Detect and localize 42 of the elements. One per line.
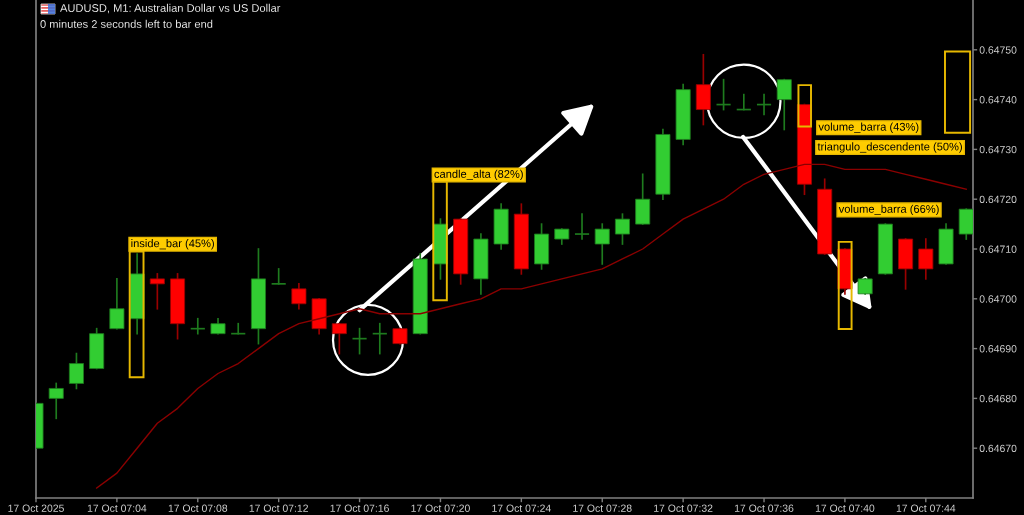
candlestick [109,278,125,330]
annotation: triangulo_descendente (50%) [817,142,962,153]
x-tick-label: 17 Oct 2025 [8,504,64,512]
y-tick-label: 0.64730 [979,145,1017,154]
candlestick [149,273,165,310]
candlestick [291,283,307,310]
candlestick [331,322,347,355]
y-tick-label: 0.64720 [979,195,1017,204]
x-tick-label: 17 Oct 07:28 [573,504,632,512]
candlestick [918,238,934,280]
x-tick-label: 17 Oct 07:36 [735,504,794,512]
x-tick-label: 17 Oct 07:32 [654,504,713,512]
x-tick-label: 17 Oct 07:12 [249,504,308,512]
candlestick [574,213,590,240]
chart-title: AUDUSD, M1: Australian Dollar vs US Dollar [60,3,281,14]
y-tick-label: 0.64690 [979,345,1017,353]
annotation: candle_alta (82%) [434,169,523,181]
y-tick-label: 0.64710 [979,245,1017,253]
annotation: inside_bar (45%) [131,239,214,250]
y-tick-label: 0.64740 [979,96,1017,104]
y-tick-label: 0.64670 [979,444,1017,453]
candlestick [594,223,610,265]
y-tick-label: 0.64750 [979,46,1017,54]
x-tick-label: 17 Oct 07:40 [815,504,875,512]
candlestick [68,352,84,390]
y-tick-label: 0.64700 [979,295,1017,303]
x-tick-label: 17 Oct 07:16 [330,504,389,512]
line-series [95,163,967,489]
x-tick-label: 17 Oct 07:20 [411,504,470,512]
candlestick [189,317,206,335]
candlestick [614,213,630,245]
x-tick-label: 17 Oct 07:24 [492,504,551,512]
x-tick-label: 17 Oct 07:08 [168,504,228,512]
x-tick-label: 17 Oct 07:44 [896,504,956,512]
annotation: volume_barra (43%) [818,122,919,133]
annotation: volume_barra (66%) [838,204,939,216]
text: 0 minutes 2 seconds left to bar end [40,19,213,28]
x-tick-label: 17 Oct 07:04 [87,504,147,512]
candlestick [270,268,287,285]
candlestick [48,382,64,420]
candlestick [776,78,792,131]
y-tick-label: 0.64680 [979,394,1017,403]
